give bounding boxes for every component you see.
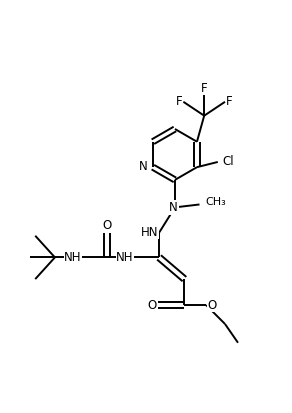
Text: O: O (147, 299, 157, 312)
Text: F: F (176, 95, 182, 108)
Text: N: N (139, 160, 148, 173)
Text: NH: NH (64, 251, 81, 264)
Text: CH₃: CH₃ (206, 197, 227, 207)
Text: O: O (102, 219, 112, 233)
Text: HN: HN (141, 226, 159, 239)
Text: NH: NH (116, 251, 134, 264)
Text: O: O (207, 299, 217, 312)
Text: F: F (226, 95, 233, 108)
Text: F: F (201, 82, 208, 95)
Text: Cl: Cl (222, 155, 234, 169)
Text: N: N (169, 201, 178, 214)
